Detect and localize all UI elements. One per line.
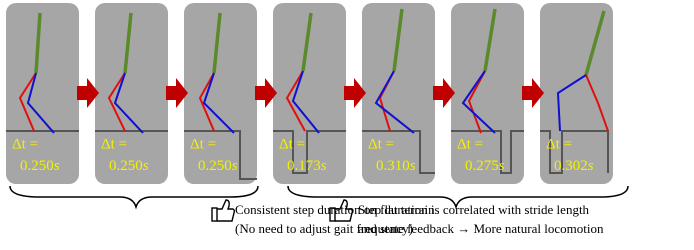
duration-unit: s bbox=[143, 158, 149, 174]
duration-value: 0.173 bbox=[287, 158, 321, 174]
panel: Δt = 0.250s bbox=[95, 3, 168, 184]
panel: Δt = 0.302s bbox=[540, 3, 613, 184]
delta-label: Δt = bbox=[457, 136, 483, 152]
figure: Δt =0.250sΔt =0.250sΔt =0.250sΔt =0.173s… bbox=[0, 0, 694, 245]
delta-label: Δt = bbox=[368, 136, 394, 152]
delta-label: Δt = bbox=[546, 136, 572, 152]
delta-label: Δt = bbox=[190, 136, 216, 152]
panel: Δt = 0.275s bbox=[451, 3, 524, 184]
captions: Consistent step duration on flat terrain… bbox=[235, 202, 604, 236]
brace-left bbox=[10, 186, 258, 207]
duration-value: 0.302 bbox=[554, 158, 588, 174]
duration-unit: s bbox=[588, 158, 594, 174]
delta-label: Δt = bbox=[101, 136, 127, 152]
duration-label: 0.250s bbox=[109, 158, 149, 174]
caption-right-2: and state feedback → More natural locomo… bbox=[358, 221, 604, 236]
duration-value: 0.310 bbox=[376, 158, 410, 174]
duration-unit: s bbox=[321, 158, 327, 174]
delta-label: Δt = bbox=[279, 136, 305, 152]
panel: Δt = 0.173s bbox=[273, 3, 346, 184]
panel-bg bbox=[184, 3, 257, 184]
panel-bg bbox=[95, 3, 168, 184]
duration-value: 0.250 bbox=[20, 158, 54, 174]
duration-label: 0.302s bbox=[554, 158, 594, 174]
panel: Δt = 0.310s bbox=[362, 3, 435, 184]
duration-label: 0.310s bbox=[376, 158, 416, 174]
duration-value: 0.275 bbox=[465, 158, 499, 174]
panel-bg bbox=[6, 3, 79, 184]
duration-label: 0.275s bbox=[465, 158, 505, 174]
duration-unit: s bbox=[232, 158, 238, 174]
duration-value: 0.250 bbox=[109, 158, 143, 174]
panel: Δt = 0.250s bbox=[6, 3, 79, 184]
duration-unit: s bbox=[499, 158, 505, 174]
duration-label: 0.250s bbox=[198, 158, 238, 174]
duration-unit: s bbox=[410, 158, 416, 174]
caption-right-1: Step duration is correlated with stride … bbox=[358, 202, 590, 217]
thumb-icon-left bbox=[212, 200, 234, 221]
panel-bg bbox=[451, 3, 524, 184]
delta-label: Δt = bbox=[12, 136, 38, 152]
duration-value: 0.250 bbox=[198, 158, 232, 174]
duration-unit: s bbox=[54, 158, 60, 174]
duration-label: 0.250s bbox=[20, 158, 60, 174]
panel: Δt = 0.250s bbox=[184, 3, 257, 184]
duration-label: 0.173s bbox=[287, 158, 327, 174]
